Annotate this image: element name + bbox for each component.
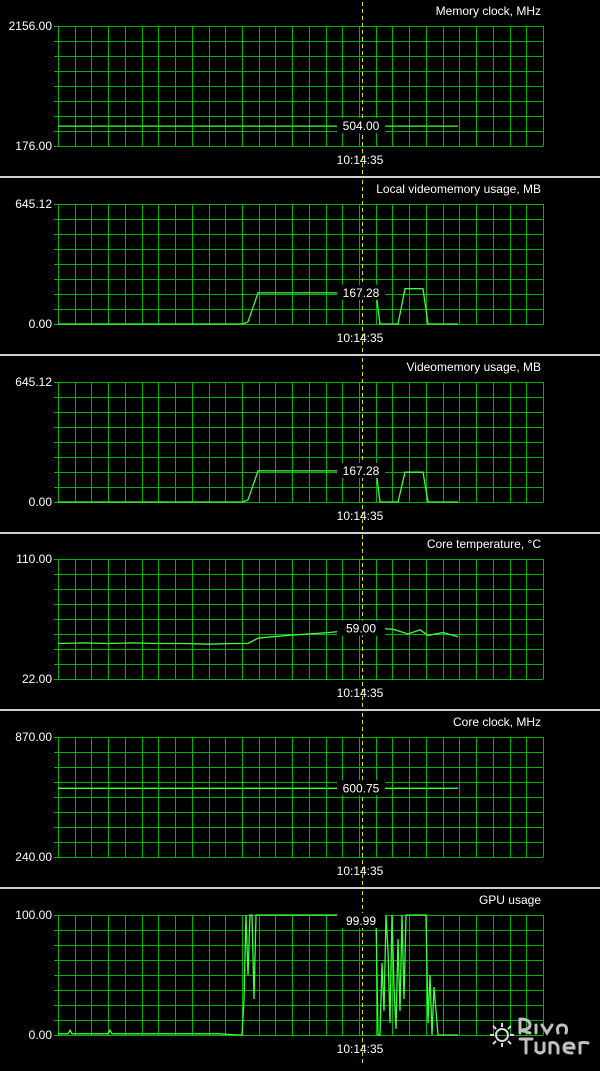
panel-divider [0, 176, 600, 178]
cursor-time-label: 10:14:35 [337, 153, 384, 167]
grid [54, 204, 544, 325]
cursor-value-bg [337, 620, 385, 636]
series-line [57, 627, 459, 645]
cursor-value-bg [337, 913, 385, 928]
y-max-label: 100.00 [15, 908, 52, 922]
y-min-label: 22.00 [22, 672, 52, 686]
y-max-label: 870.00 [15, 730, 52, 744]
graph-panel: 59.00 Core temperature, °C 110.00 22.00 10:1… [0, 535, 600, 711]
grid [54, 382, 544, 503]
cursor-time-label: 10:14:35 [337, 864, 384, 878]
graph-title: Memory clock, MHz [436, 4, 541, 18]
rivatuner-logo [490, 1017, 590, 1055]
panel-divider [0, 532, 600, 534]
cursor-value-label: 167.28 [343, 464, 380, 478]
y-max-label: 645.12 [15, 375, 52, 389]
grid [54, 26, 544, 147]
y-min-label: 0.00 [29, 317, 53, 331]
y-max-label: 110.00 [16, 552, 52, 566]
cursor-time-label: 10:14:35 [337, 331, 384, 345]
graph-panel: 167.28 Local videomemory usage, MB 645.12 0… [0, 180, 600, 356]
grid [54, 559, 544, 680]
cursor-value-label: 600.75 [343, 781, 380, 795]
y-max-label: 2156.00 [9, 19, 53, 33]
series-line [58, 470, 458, 503]
cursor-time-label: 10:14:35 [337, 686, 384, 700]
graph-title: Local videomemory usage, MB [376, 182, 541, 196]
grid [54, 737, 544, 858]
grid [54, 915, 544, 1036]
graph-panel: 167.28 Videomemory usage, MB 645.12 0.00 10:… [0, 358, 600, 534]
series-line [58, 914, 458, 1036]
y-min-label: 176.00 [15, 139, 52, 153]
cursor-value-label: 504.00 [343, 119, 380, 133]
y-max-label: 645.12 [15, 197, 52, 211]
graph-title: GPU usage [479, 893, 541, 907]
y-min-label: 0.00 [29, 495, 53, 509]
graph-title: Videomemory usage, MB [406, 360, 541, 374]
panel-divider [0, 887, 600, 889]
cursor-time-label: 10:14:35 [337, 509, 384, 523]
y-min-label: 0.00 [29, 1028, 53, 1042]
graph-panel: 504.00 Memory clock, MHz 2156.00 176.00 10:1… [0, 2, 600, 178]
cursor-value-bg [337, 462, 385, 478]
series-line [58, 288, 458, 325]
panel-divider [0, 709, 600, 711]
graph-title: Core clock, MHz [453, 715, 541, 729]
cursor-value-bg [337, 118, 385, 134]
graph-title: Core temperature, °C [427, 537, 542, 551]
graph-panel: 600.75 Core clock, MHz 870.00 240.00 10:14:3… [0, 713, 600, 889]
panel-divider [0, 354, 600, 356]
cursor-value-label: 59.00 [346, 622, 376, 636]
cursor-value-label: 99.99 [346, 914, 376, 928]
cursor-value-bg [337, 284, 385, 300]
cursor-value-bg [337, 780, 385, 796]
cursor-time-label: 10:14:35 [337, 1042, 384, 1056]
graph-panel: 99.99 GPU usage 100.00 0.00 10:14:35 [15, 891, 544, 1063]
y-min-label: 240.00 [15, 850, 52, 864]
cursor-value-label: 167.28 [343, 286, 380, 300]
